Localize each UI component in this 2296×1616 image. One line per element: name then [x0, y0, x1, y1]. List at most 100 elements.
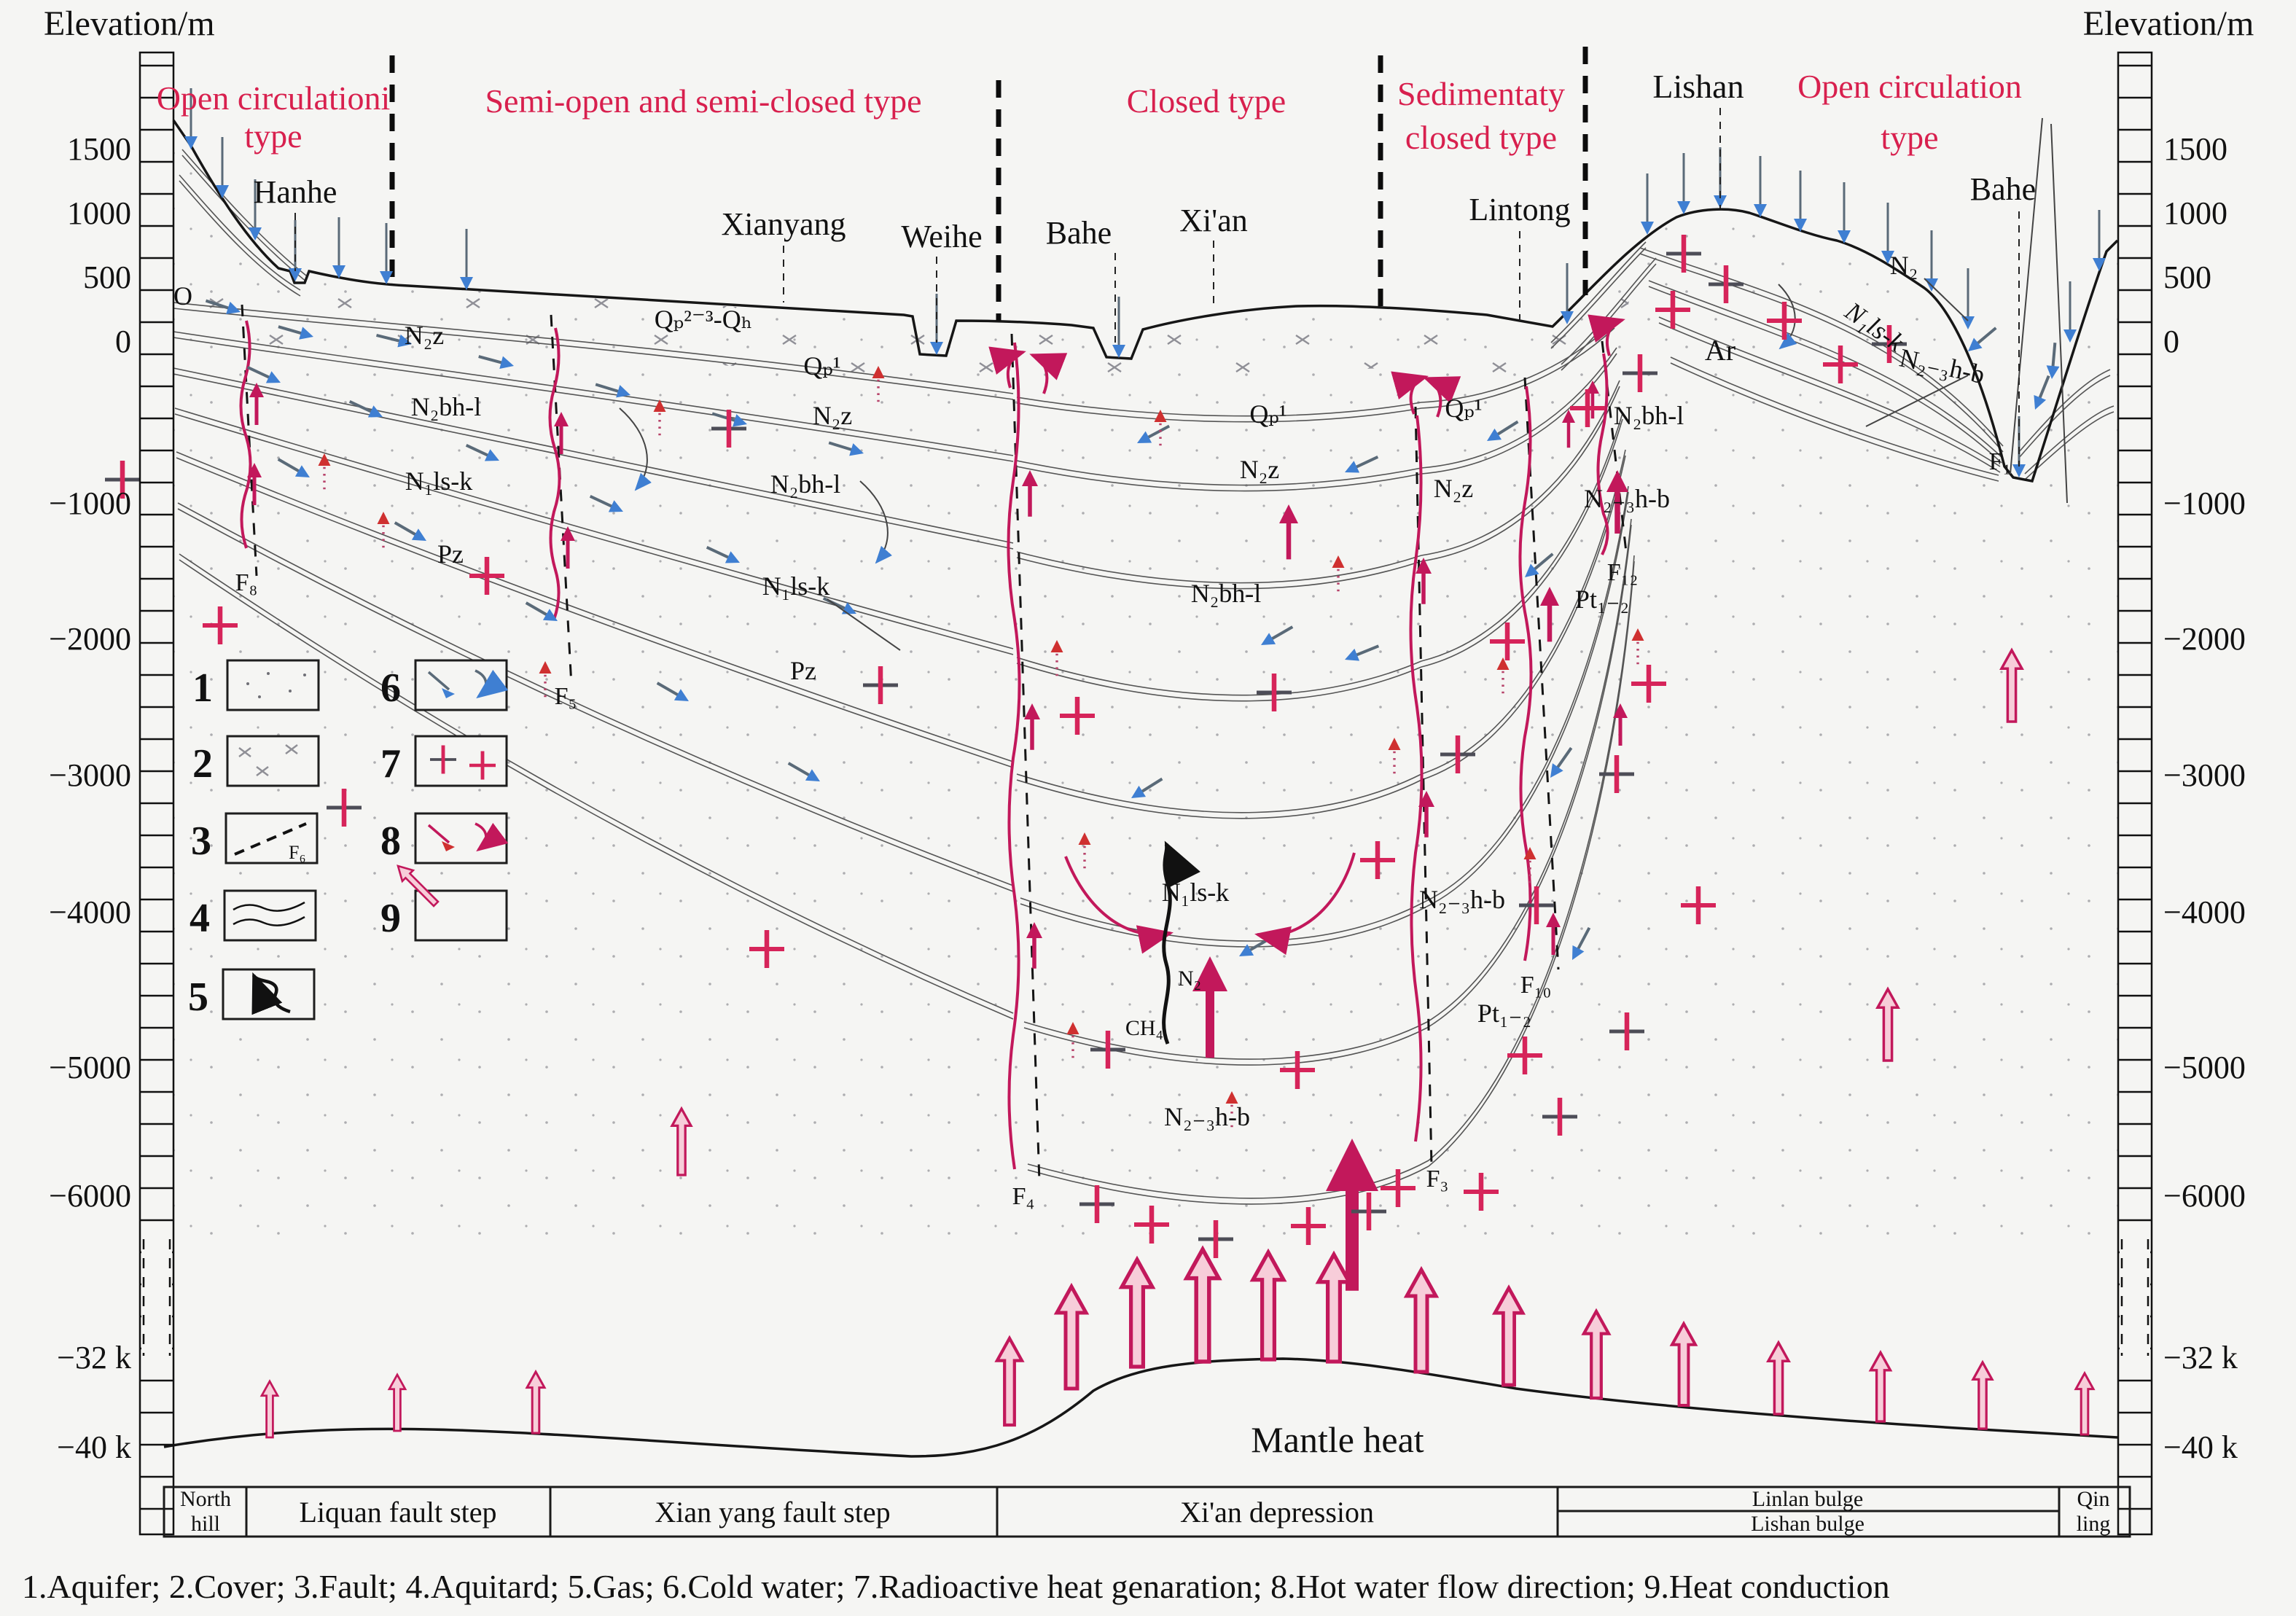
fault-hot-water-lines: [239, 314, 1625, 1170]
legend-f6-label: F₆: [289, 842, 306, 863]
place-lintong: Lintong: [1469, 192, 1570, 227]
svg-text:−4000: −4000: [49, 894, 131, 930]
aquifer-icon: [246, 672, 306, 698]
svg-text:−40 k: −40 k: [2163, 1429, 2238, 1465]
cold-water-icon: [427, 669, 509, 699]
svg-text:−1000: −1000: [2163, 485, 2246, 521]
svg-text:−5000: −5000: [49, 1050, 131, 1085]
unit-qp23-qh: Qₚ²⁻³-Qₕ: [655, 305, 753, 334]
right-elevation-axis: [2117, 51, 2153, 1536]
legend-box-cover: [226, 735, 320, 787]
fault-f5-label: F₅: [555, 683, 577, 710]
unit-n2-gas: N₂: [1178, 967, 1201, 991]
unit-n2z-1: N₂z: [405, 321, 445, 350]
unit-ch4: CH₄: [1125, 1016, 1163, 1040]
unit-pt12-2: Pt₁₋₂: [1477, 999, 1531, 1028]
svg-text:1500: 1500: [2163, 131, 2227, 167]
legend-num-8: 8: [380, 819, 401, 864]
bar-qinling-line2: ling: [2077, 1512, 2111, 1536]
unit-n2z-2: N₂z: [813, 401, 853, 430]
unit-n2bhl-4: N₂bh-l: [1614, 401, 1684, 430]
fault-f8-label: F₈: [235, 569, 258, 596]
svg-text:−6000: −6000: [2163, 1178, 2246, 1214]
unit-n23hb-1: N₂₋₃h-b: [1164, 1102, 1250, 1131]
place-bahe: Bahe: [1046, 215, 1112, 251]
svg-text:−1000: −1000: [49, 485, 131, 521]
legend-num-7: 7: [380, 741, 401, 786]
unit-pz-2: Pz: [790, 656, 816, 685]
svg-text:−2000: −2000: [49, 621, 131, 657]
place-weihe: Weihe: [901, 219, 982, 254]
fault-lines: [241, 117, 2068, 1183]
fault-icon: [234, 822, 307, 856]
bar-lishan-bulge: Lishan bulge: [1751, 1512, 1864, 1536]
left-elevation-axis: [138, 51, 175, 1536]
right-axis-tick-labels: 1500 1000 500 0 −1000 −2000 −3000 −4000 −500…: [2163, 131, 2246, 1465]
aquitard-icon: [233, 901, 305, 926]
unit-n1lsk-2: N₁ls-k: [762, 571, 830, 601]
legend: 1 2 3 F₆ 4 5 6 7 8 9: [188, 659, 509, 1020]
zone-boundary-lines: [389, 47, 1588, 321]
zone-closed: Closed type: [1127, 82, 1286, 120]
bar-xianyang-fault-step: Xian yang fault step: [655, 1496, 890, 1529]
fault-f12-label: F₁₂: [1607, 559, 1639, 586]
svg-text:500: 500: [83, 259, 131, 295]
unit-O: O: [173, 281, 192, 311]
axis-title-left: Elevation/m: [44, 4, 215, 43]
bar-qinling-line1: Qin: [2077, 1487, 2110, 1511]
gas-arrow: [1162, 840, 1200, 1045]
svg-text:500: 500: [2163, 259, 2211, 295]
fault-f4-label: F₄: [1012, 1183, 1035, 1210]
bar-linlan-bulge: Linlan bulge: [1752, 1487, 1863, 1511]
unit-qp1-2: Qₚ¹: [1249, 399, 1286, 429]
unit-n2bhl-2: N₂bh-l: [770, 469, 841, 499]
zone-open-circulation-right-line2: type: [1881, 119, 1938, 156]
figure-caption: 1.Aquifer; 2.Cover; 3.Fault; 4.Aquitard;…: [22, 1568, 1890, 1605]
svg-text:−3000: −3000: [49, 757, 131, 793]
legend-num-9: 9: [380, 896, 401, 941]
legend-num-4: 4: [190, 896, 210, 941]
unit-n23hb-2: N₂₋₃h-b: [1584, 484, 1670, 513]
place-names: Hanhe Xianyang Weihe Bahe Xi'an Lintong …: [254, 171, 2037, 254]
cover-icon: [238, 744, 298, 776]
mantle-heat-label: Mantle heat: [1251, 1419, 1424, 1460]
svg-text:0: 0: [115, 324, 131, 359]
place-xian: Xi'an: [1179, 203, 1247, 238]
svg-text:−40 k: −40 k: [57, 1429, 131, 1465]
bar-liquan-fault-step: Liquan fault step: [299, 1496, 496, 1529]
unit-n23hb-3: N₂₋₃h-b: [1419, 885, 1505, 914]
svg-text:−32 k: −32 k: [2163, 1340, 2238, 1375]
gas-icon: [251, 972, 291, 1015]
zone-sedimentary-closed-line1: Sedimentaty: [1397, 75, 1565, 112]
bar-north-hill-line1: North: [180, 1487, 231, 1511]
zone-semi-open-semi-closed: Semi-open and semi-closed type: [485, 82, 921, 120]
svg-text:−3000: −3000: [2163, 757, 2246, 793]
legend-box-aquitard: [223, 889, 317, 942]
zone-headers: Open circulationi type Semi-open and sem…: [157, 68, 2022, 156]
legend-num-2: 2: [192, 741, 213, 786]
fault-f1-label: F₁: [1989, 448, 2012, 475]
unit-n2-right: N₂: [1890, 251, 1918, 280]
svg-text:−5000: −5000: [2163, 1050, 2246, 1085]
unit-n2z-3: N₂z: [1240, 455, 1280, 484]
ground-surface-line: [172, 120, 2119, 483]
left-axis-tick-labels: 1500 1000 500 0 −1000 −2000 −3000 −4000 −500…: [49, 131, 131, 1465]
unit-qp1-1: Qₚ¹: [803, 351, 840, 380]
svg-text:−4000: −4000: [2163, 894, 2246, 930]
zone-open-circulation-left-line2: type: [244, 117, 302, 155]
cold-water-arrows: [202, 284, 2063, 963]
zone-sedimentary-closed-line2: closed type: [1405, 119, 1557, 156]
legend-num-6: 6: [380, 665, 401, 711]
mantle-heat-curve: [163, 1357, 2118, 1458]
cover-band: [175, 249, 1641, 397]
unit-pz-1: Pz: [437, 539, 464, 569]
fault-f10-label: F₁₀: [1520, 972, 1552, 999]
axis-title-right: Elevation/m: [2083, 4, 2254, 43]
unit-qp1-3: Qₚ¹: [1445, 394, 1482, 423]
legend-num-1: 1: [192, 665, 213, 711]
zone-open-circulation-left-line1: Open circulationi: [157, 79, 391, 117]
hot-water-arrows: [247, 364, 1646, 1291]
unit-ar: Ar: [1705, 334, 1735, 367]
